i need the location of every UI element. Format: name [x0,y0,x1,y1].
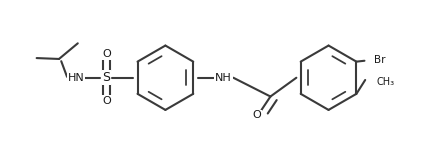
Text: Br: Br [374,55,386,65]
Text: NH: NH [215,73,232,83]
Text: CH₃: CH₃ [376,77,395,87]
Text: O: O [102,96,111,106]
Text: HN: HN [67,73,84,83]
Text: O: O [102,50,111,59]
Text: O: O [253,110,261,120]
Text: S: S [102,71,110,84]
